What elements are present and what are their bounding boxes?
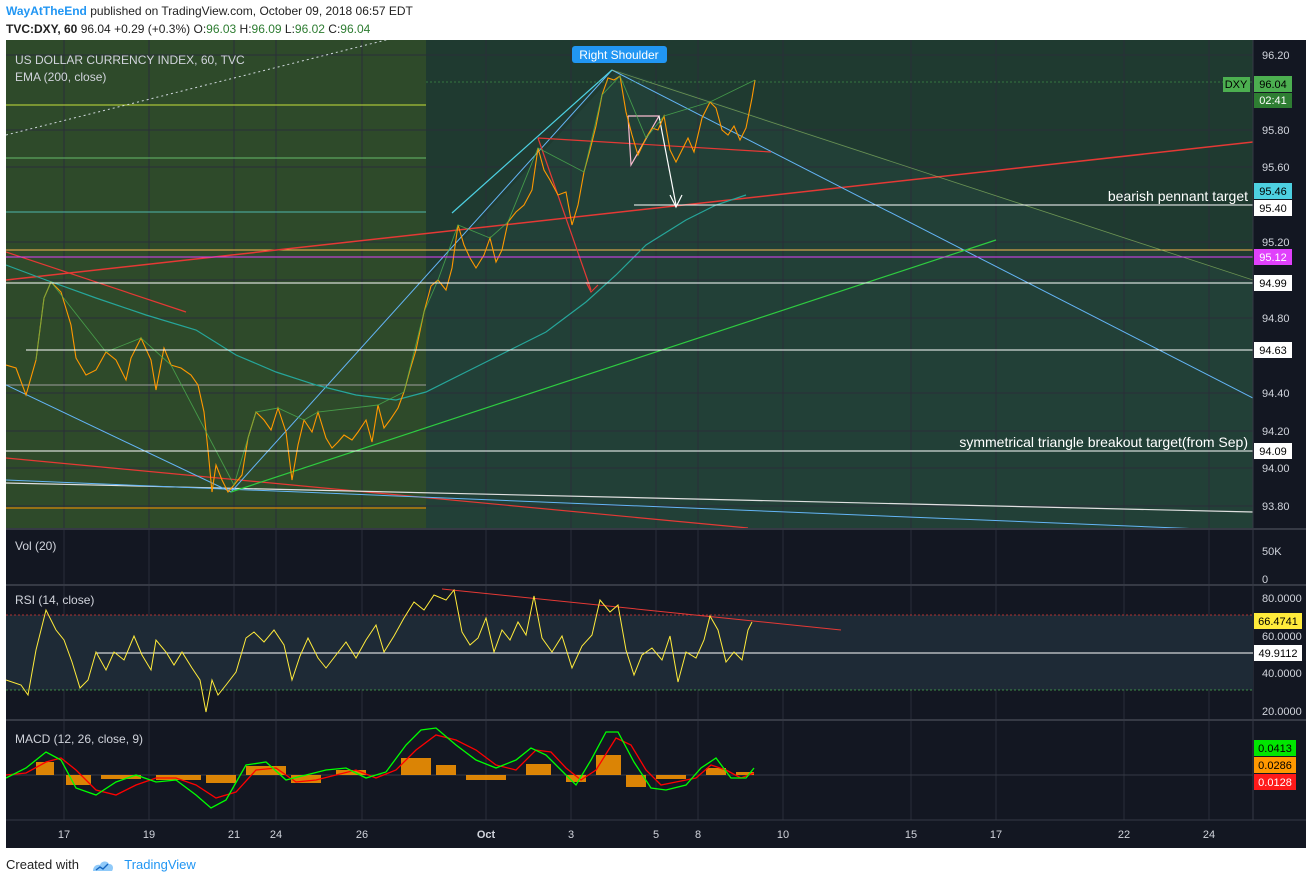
tick-rsi-40: 40.0000 (1262, 668, 1302, 680)
low-value: 96.02 (294, 22, 325, 36)
macd-signal-line (6, 734, 755, 799)
pennant-badge: 95.40 (1259, 203, 1287, 215)
date-tick-21: 21 (228, 829, 240, 841)
tick-vol-0: 0 (1262, 574, 1268, 586)
date-tick-24: 24 (270, 829, 282, 841)
date-tick-22: 22 (1118, 829, 1130, 841)
bar-timer: 02:41 (1259, 95, 1287, 107)
tick-rsi-60: 60.0000 (1262, 631, 1302, 643)
date-tick-26: 26 (356, 829, 368, 841)
rsi-value-badge: 66.4741 (1258, 616, 1298, 628)
macd-legend: MACD (12, 26, close, 9) (15, 732, 143, 746)
macd-signal-badge: 0.0128 (1258, 777, 1292, 789)
main-pane-backdrop (6, 40, 1253, 528)
tick-94-40: 94.40 (1262, 388, 1290, 400)
price-change: +0.29 (+0.3%) (114, 22, 191, 36)
tick-rsi-20: 20.0000 (1262, 706, 1302, 718)
ema-legend: EMA (200, close) (15, 70, 106, 84)
high-label: H: (239, 22, 252, 36)
date-tick-10: 10 (777, 829, 789, 841)
author-link[interactable]: WayAtTheEnd (6, 4, 87, 18)
tick-94-80: 94.80 (1262, 313, 1290, 325)
magenta-level-badge: 95.12 (1259, 252, 1287, 264)
tick-95-60: 95.60 (1262, 162, 1290, 174)
published-line: published on TradingView.com, October 09… (90, 4, 413, 18)
date-tick-3: 3 (568, 829, 574, 841)
rsi-level-badge: 49.9112 (1259, 648, 1298, 660)
vol-legend: Vol (20) (15, 539, 56, 553)
tradingview-logo-icon (92, 861, 113, 871)
fib-levels (6, 104, 1253, 509)
macd-line (6, 727, 755, 809)
tick-94-00: 94.00 (1262, 463, 1290, 475)
price-scale[interactable]: 96.20 95.80 95.60 95.20 94.80 94.40 94.2… (1262, 50, 1302, 718)
symbol-badge-bg (1223, 77, 1250, 92)
created-with-label: Created with (6, 857, 79, 872)
ema-line (5, 194, 747, 401)
rsi-pane (6, 588, 1253, 713)
date-tick-8: 8 (695, 829, 701, 841)
footer: Created with TradingView (6, 857, 196, 873)
triangle-target-label: symmetrical triangle breakout target(fro… (959, 434, 1248, 450)
right-shoulder-box (572, 46, 667, 63)
chart-svg[interactable]: US DOLLAR CURRENCY INDEX, 60, TVC EMA (2… (5, 40, 1306, 848)
last-price: 96.04 (80, 22, 111, 36)
open-label: O: (193, 22, 207, 36)
level-94-63-badge: 94.63 (1259, 345, 1287, 357)
tick-95-80: 95.80 (1262, 125, 1290, 137)
tick-93-80: 93.80 (1262, 501, 1290, 513)
triangle-fill (426, 70, 1253, 528)
ohlc-legend: TVC:DXY, 60 96.04 +0.29 (+0.3%) O:96.03 … (6, 22, 370, 36)
date-tick-5: 5 (653, 829, 659, 841)
tick-95-20: 95.20 (1262, 237, 1290, 249)
ema-badge: 95.46 (1259, 186, 1287, 198)
tick-vol-50k: 50K (1262, 546, 1282, 558)
date-tick-19: 19 (143, 829, 155, 841)
pennant-target-label: bearish pennant target (1108, 188, 1248, 204)
price-line-up (35, 75, 756, 487)
target-levels (6, 81, 1253, 452)
trend-lines (6, 40, 1253, 528)
open-value: 96.03 (206, 22, 237, 36)
symbol-label: TVC:DXY, 60 (6, 22, 78, 36)
macd-value-badge: 0.0413 (1258, 743, 1292, 755)
right-shoulder-label: Right Shoulder (579, 48, 658, 62)
main-pane-title: US DOLLAR CURRENCY INDEX, 60, TVC (15, 53, 245, 67)
date-tick-15: 15 (905, 829, 917, 841)
date-tick-oct: Oct (477, 829, 496, 841)
macd-histogram (36, 755, 754, 787)
date-tick-17: 17 (58, 829, 70, 841)
tick-94-20: 94.20 (1262, 426, 1290, 438)
rsi-legend: RSI (14, close) (15, 593, 94, 607)
tradingview-link[interactable]: TradingView (124, 857, 196, 872)
low-label: L: (284, 22, 295, 36)
macd-pane (6, 727, 1253, 809)
level-94-99-badge: 94.99 (1259, 278, 1287, 290)
date-tick-24b: 24 (1203, 829, 1215, 841)
tick-96-20: 96.20 (1262, 50, 1290, 62)
shaded-region-left (6, 40, 426, 528)
close-value: 96.04 (340, 22, 371, 36)
symbol-badge: DXY (1225, 79, 1248, 91)
current-price-badge: 96.04 (1259, 79, 1287, 91)
price-badges: DXY 96.04 02:41 95.46 95.40 95.12 94.99 … (1223, 76, 1302, 790)
time-scale[interactable]: 17 19 21 24 26 Oct 3 5 8 10 15 17 22 24 (58, 829, 1215, 841)
macd-hist-badge: 0.0286 (1258, 760, 1292, 772)
date-tick-17b: 17 (990, 829, 1002, 841)
publish-header: WayAtTheEnd published on TradingView.com… (0, 0, 1312, 40)
chart-area[interactable]: US DOLLAR CURRENCY INDEX, 60, TVC EMA (2… (5, 40, 1306, 848)
tick-rsi-80: 80.0000 (1262, 593, 1302, 605)
close-label: C: (328, 22, 341, 36)
high-value: 96.09 (251, 22, 282, 36)
level-94-09-badge: 94.09 (1259, 446, 1287, 458)
